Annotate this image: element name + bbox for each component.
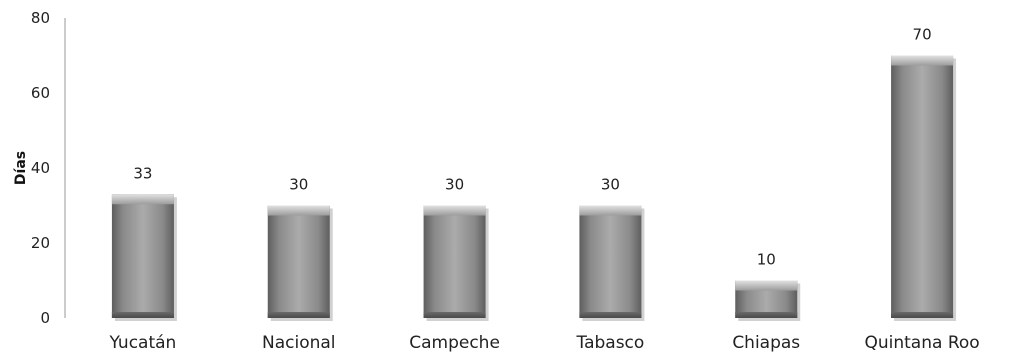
bar [579, 205, 645, 321]
category-labels: Yucatán Nacional Campeche Tabasco Chiapas Qui… [108, 333, 979, 353]
y-tick-label: 20 [31, 234, 50, 252]
bar [891, 55, 957, 321]
bar [423, 205, 489, 321]
bar-base [579, 312, 642, 318]
data-label: 10 [757, 251, 776, 269]
bar-body [423, 205, 486, 318]
bar-cap [423, 205, 486, 216]
bar-cap [735, 280, 798, 291]
bar [735, 280, 801, 321]
data-label: 30 [289, 176, 308, 194]
x-tick-label: Chiapas [732, 333, 800, 353]
bar-body [579, 205, 642, 318]
y-axis-title: Días [13, 151, 29, 185]
bar-base [891, 312, 954, 318]
y-tick-label: 80 [31, 9, 50, 27]
bar-base [111, 312, 174, 318]
bar-cap [111, 194, 174, 205]
data-label: 33 [133, 164, 152, 182]
bar-body [891, 55, 954, 318]
bar-cap [891, 55, 954, 66]
bar [111, 194, 177, 321]
data-label: 70 [913, 26, 932, 44]
bar-base [735, 312, 798, 318]
y-tick-label: 40 [31, 159, 50, 177]
x-tick-label: Tabasco [576, 333, 645, 353]
x-tick-label: Yucatán [108, 333, 176, 353]
bar-cap [579, 205, 642, 216]
bar-body [267, 205, 330, 318]
bars [111, 55, 957, 321]
data-label: 30 [445, 176, 464, 194]
x-tick-label: Quintana Roo [864, 333, 979, 353]
bar [267, 205, 333, 321]
y-tick-labels: 0 20 40 60 80 [31, 9, 50, 327]
y-tick-label: 60 [31, 84, 50, 102]
bar-body [111, 194, 174, 318]
bar-base [423, 312, 486, 318]
x-tick-label: Campeche [409, 333, 500, 353]
x-tick-label: Nacional [262, 333, 336, 353]
value-labels: 33 30 30 30 10 70 [133, 26, 931, 269]
bar-cap [267, 205, 330, 216]
data-label: 30 [601, 176, 620, 194]
y-tick-label: 0 [40, 309, 50, 327]
bar-base [267, 312, 330, 318]
